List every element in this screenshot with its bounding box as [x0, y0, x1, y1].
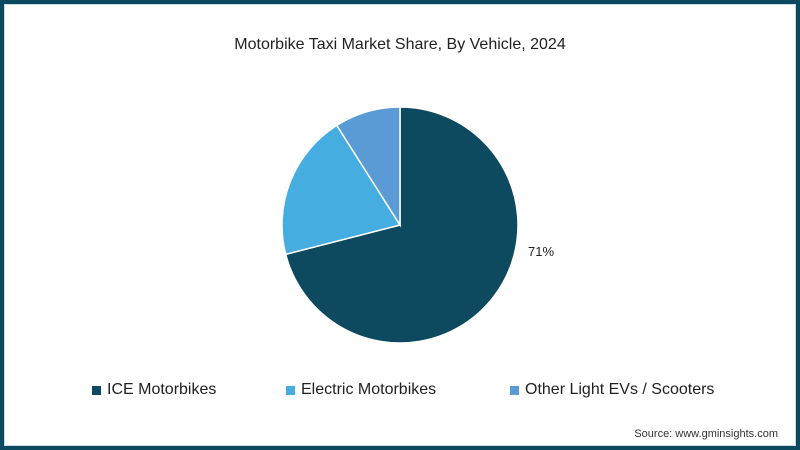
pie-slice-other-light-evs-scooters [335, 106, 401, 228]
legend-swatch-icon [92, 385, 101, 395]
pie-slice-electric-motorbikes [281, 124, 402, 256]
legend-swatch-icon [286, 385, 295, 395]
legend-item-electric: Electric Motorbikes [286, 381, 436, 399]
chart-title: Motorbike Taxi Market Share, By Vehicle,… [234, 36, 566, 53]
legend: ICE Motorbikes Electric Motorbikes Other… [0, 381, 800, 401]
legend-label: ICE Motorbikes [107, 381, 217, 398]
legend-swatch-icon [510, 385, 519, 395]
legend-label: Electric Motorbikes [301, 381, 437, 398]
legend-item-ice: ICE Motorbikes [92, 381, 216, 399]
source-note: Source: www.gminsights.com [634, 428, 778, 440]
data-label-ice: 71% [528, 244, 555, 259]
pie-slice-ice-motorbikes [284, 106, 519, 344]
legend-item-other: Other Light EVs / Scooters [510, 381, 714, 399]
legend-label: Other Light EVs / Scooters [525, 381, 715, 398]
